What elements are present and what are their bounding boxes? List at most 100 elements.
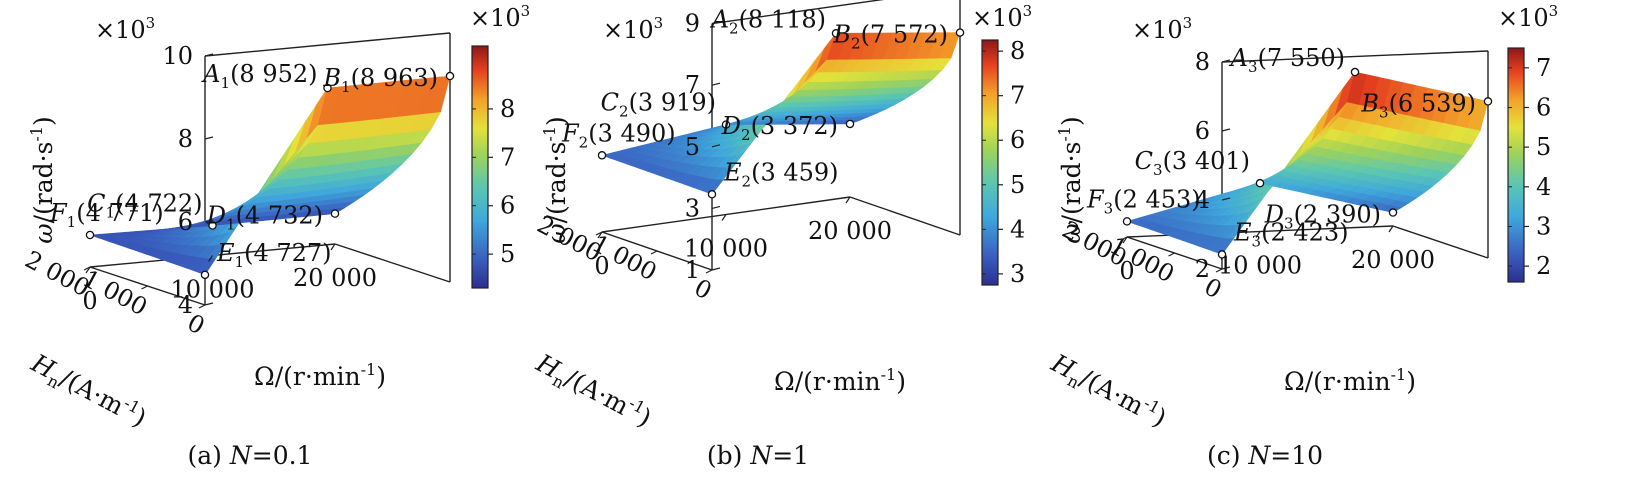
panel-caption: (b) N=1 — [707, 441, 809, 470]
colorbar-tick-label: 2 — [1536, 252, 1551, 280]
y-axis-title: ω/(rad·s-1) — [1055, 116, 1086, 244]
omega-tick-label: 10 000 — [684, 235, 768, 263]
surface — [600, 32, 961, 195]
point-b-label: B1(8 963) — [322, 64, 438, 96]
y-axis: 2 4 6 8 — [1195, 48, 1231, 283]
point-c-marker — [208, 221, 217, 230]
colorbar: 3 4 5 6 7 8 — [981, 37, 1025, 288]
hn-axis-title: Hn/(A·m-1) — [529, 346, 657, 436]
annotations: A3(7 550) B3(6 539) C3(3 401) D3(2 390)E3(2… — [1086, 44, 1493, 259]
hn-tick-label: 2 000 — [21, 245, 95, 302]
colorbar-tick-label: 7 — [1010, 82, 1025, 110]
colorbar-multiplier: ×103 — [1498, 2, 1558, 32]
y-tick-label: 7 — [685, 71, 700, 99]
y-tick-label: 8 — [178, 125, 193, 153]
point-a-marker — [831, 29, 841, 38]
colorbar-tick-label: 4 — [1010, 215, 1025, 243]
colorbar-tick-label: 7 — [1536, 54, 1551, 82]
omega-axis-title: Ω/(r·min-1) — [254, 360, 386, 391]
colorbar-multiplier: ×103 — [470, 2, 530, 32]
point-d-marker — [330, 209, 340, 218]
y-tick-label: 6 — [178, 208, 193, 236]
omega-axis: 0 10 000 20 000 — [594, 196, 892, 280]
point-e-marker — [1217, 250, 1227, 259]
point-b-marker — [1483, 97, 1493, 106]
point-e-label: E3(2 423) — [1233, 218, 1349, 250]
omega-tick-label: 0 — [1119, 257, 1134, 285]
omega-axis: 0 10 000 20 000 — [82, 243, 377, 315]
colorbar-tick-label: 6 — [1010, 126, 1025, 154]
point-d-label: D3(2 390) — [1264, 201, 1381, 233]
omega-tick-label: 0 — [594, 252, 609, 280]
colorbar-tick-label: 7 — [500, 143, 515, 171]
y-tick-label: 2 — [1195, 255, 1210, 283]
hn-axis-title: Hn/(A·m-1) — [24, 346, 152, 436]
point-f-label: F1(4 771) — [49, 199, 164, 231]
annotations: A1(8 952) B1(8 963) C1(4 722) D1(4 732) E1(4… — [49, 60, 455, 280]
omega-tick-label: 20 000 — [293, 264, 377, 292]
point-a-label: A1(8 952) — [201, 60, 317, 92]
point-a-label: A3(7 550) — [1229, 44, 1345, 76]
point-d-label: D1(4 732) — [206, 202, 323, 234]
point-f-marker — [85, 230, 95, 240]
y-multiplier: ×103 — [95, 14, 155, 44]
y-tick-label: 10 — [162, 42, 193, 70]
hn-axis-title: Hn/(A·m-1) — [1044, 346, 1172, 436]
y-multiplier: ×103 — [603, 14, 663, 44]
y-tick-label: 9 — [685, 10, 700, 38]
point-d-label: D2(3 372) — [721, 112, 838, 144]
y-tick-label: 4 — [178, 291, 193, 319]
point-e-marker — [707, 190, 717, 199]
point-e-label: E2(3 459) — [723, 158, 839, 190]
omega-tick-label: 10 000 — [1218, 252, 1302, 280]
panel-caption: (c) N=10 — [1207, 441, 1323, 470]
y-multiplier: ×103 — [1132, 14, 1192, 44]
y-tick-label: 1 — [685, 256, 700, 284]
colorbar-multiplier: ×103 — [972, 2, 1032, 32]
colorbar-tick-label: 3 — [1536, 212, 1551, 240]
y-axis: 1 3 5 7 9 — [685, 10, 721, 284]
colorbar-tick-label: 5 — [1536, 133, 1551, 161]
colorbar-tick-label: 6 — [1536, 93, 1551, 121]
point-c-label: C3(3 401) — [1135, 147, 1250, 179]
point-d-marker — [1388, 208, 1398, 217]
colorbar-tick-label: 5 — [500, 240, 515, 268]
point-d-marker — [845, 119, 855, 129]
omega-axis-title: Ω/(r·min-1) — [774, 365, 906, 396]
point-c-label: C2(3 919) — [601, 89, 716, 121]
omega-axis: 0 10 000 20 000 — [1119, 225, 1435, 285]
point-a-marker — [323, 83, 332, 93]
y-axis-title: ω/(rad·s-1) — [540, 116, 571, 244]
colorbar-tick-label: 8 — [1010, 37, 1025, 65]
omega-tick-label: 10 000 — [171, 276, 255, 304]
y-axis: 4 6 8 10 — [162, 42, 214, 319]
omega-axis-title: Ω/(r·min-1) — [1284, 365, 1416, 396]
point-f-label: F3(2 453) — [1086, 185, 1201, 217]
point-c-label: C1(4 722) — [87, 190, 202, 222]
y-tick-label: 4 — [1195, 186, 1210, 214]
omega-tick-label: 20 000 — [808, 217, 892, 245]
y-tick-label: 3 — [685, 194, 700, 222]
colorbar: 2 3 4 5 6 7 — [1507, 47, 1551, 283]
y-tick-label: 8 — [1195, 48, 1210, 76]
point-b-label: B2(7 572) — [832, 21, 948, 53]
y-tick-label: 5 — [685, 133, 700, 161]
point-f-label: F2(3 490) — [561, 119, 676, 151]
point-b-marker — [445, 71, 455, 81]
point-b-marker — [955, 28, 965, 37]
colorbar-tick-label: 4 — [1536, 173, 1551, 201]
point-e-label: E1(4 727) — [216, 239, 332, 271]
point-f-marker — [597, 151, 607, 160]
point-f-marker — [1122, 217, 1132, 226]
panel-caption: (a) N=0.1 — [188, 441, 313, 470]
point-c-marker — [1255, 178, 1265, 188]
colorbar-tick-label: 5 — [1010, 171, 1025, 199]
omega-tick-label: 20 000 — [1351, 246, 1435, 274]
surface — [1126, 71, 1489, 255]
omega-tick-label: 0 — [82, 287, 97, 315]
y-tick-label: 6 — [1195, 117, 1210, 145]
